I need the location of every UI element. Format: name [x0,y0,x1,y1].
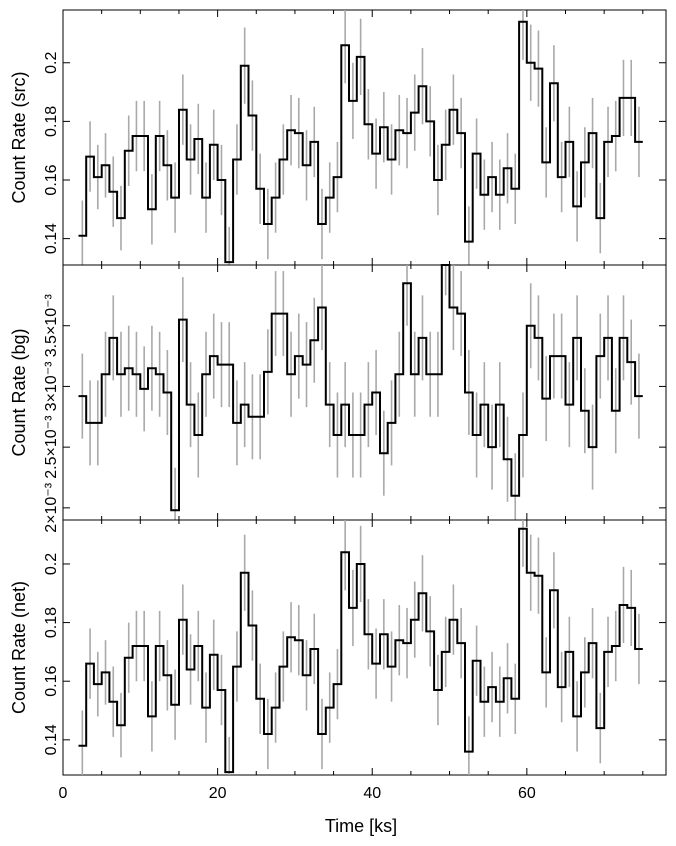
y-tick-label: 0.2 [43,553,60,575]
count-rate-step-line [78,527,643,774]
y-axis-label: Count Rate (net) [9,581,29,714]
y-tick-label: 2.5×10⁻³ [43,415,60,479]
y-tick-label: 3×10⁻³ [43,361,60,411]
y-tick-label: 0.18 [43,607,60,638]
y-tick-label: 0.16 [43,164,60,195]
x-tick-label: 40 [363,785,381,802]
y-tick-label: 0.2 [43,52,60,74]
panel-frame [62,519,667,776]
panel-2: 2×10⁻³ 2.5×10⁻³ 3×10⁻³ 3.5×10⁻³ Count Rate (… [9,264,667,533]
panel-frame [62,9,667,266]
count-rate-step-line [78,20,643,264]
panel-3: 0.14 0.16 0.18 0.2 Count Rate (net) [9,519,667,776]
panel-1: 0.14 0.16 0.18 0.2 Count Rate (src) [9,9,667,266]
x-tick-label: 60 [518,785,536,802]
count-rate-step-line [78,264,643,512]
x-axis-label: Time [ks] [325,816,397,836]
y-tick-label: 0.14 [43,724,60,755]
x-tick-label: 0 [59,785,68,802]
y-axis-label: Count Rate (bg) [9,328,29,456]
y-tick-label: 2×10⁻³ [43,482,60,532]
y-tick-label: 0.16 [43,666,60,697]
y-tick-label: 3.5×10⁻³ [43,293,60,357]
x-tick-label: 20 [209,785,227,802]
panel-frame [62,264,667,521]
y-tick-label: 0.14 [43,223,60,254]
y-axis-label: Count Rate (src) [9,71,29,203]
y-tick-label: 0.18 [43,106,60,137]
